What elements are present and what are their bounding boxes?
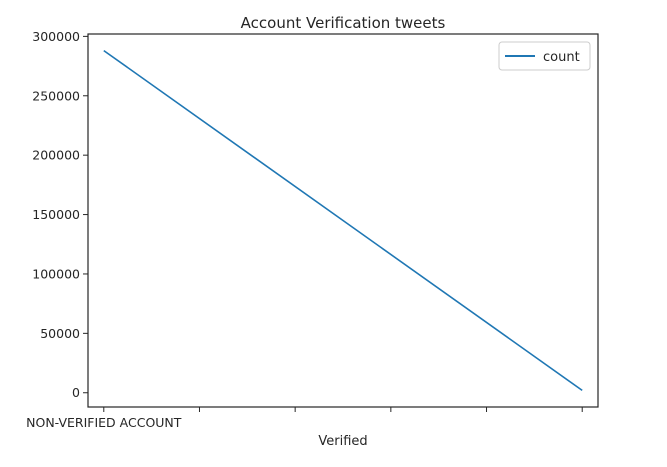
legend-box xyxy=(498,41,591,71)
y-tick-label-1: 50000 xyxy=(40,326,80,341)
y-tick-label-6: 300000 xyxy=(32,29,80,44)
x-tick-label-0: NON-VERIFIED ACCOUNT xyxy=(26,415,182,430)
y-tick-label-5: 250000 xyxy=(32,88,80,103)
plot-area xyxy=(87,33,599,408)
y-axis: 0 50000 100000 150000 200000 250000 300000 xyxy=(32,29,88,400)
series-line-count xyxy=(103,49,583,392)
x-axis-label: Verified xyxy=(318,434,367,449)
y-tick-label-0: 0 xyxy=(72,385,80,400)
chart-title: Account Verification tweets xyxy=(241,14,446,32)
legend: count xyxy=(498,41,591,71)
y-tick-label-4: 200000 xyxy=(32,148,80,163)
series-lines xyxy=(103,49,583,392)
y-tick-label-2: 100000 xyxy=(32,266,80,281)
legend-label-count: count xyxy=(543,50,580,65)
x-axis: NON-VERIFIED ACCOUNT xyxy=(26,407,583,430)
y-tick-label-3: 150000 xyxy=(32,207,80,222)
